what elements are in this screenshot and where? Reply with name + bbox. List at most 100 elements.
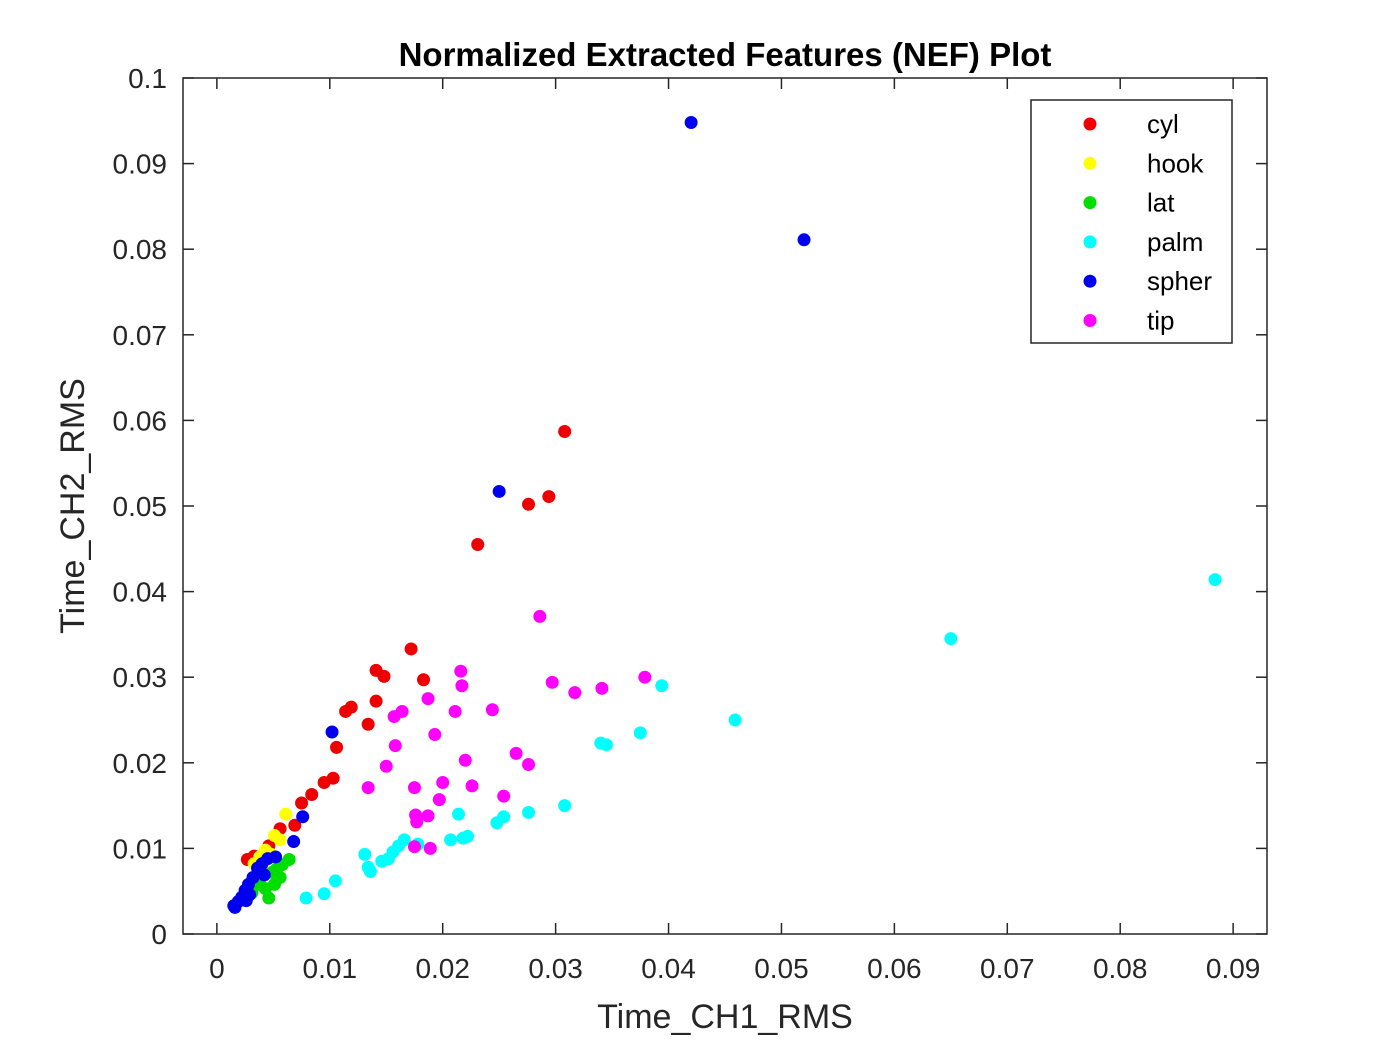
data-point-spher [287,835,301,849]
data-point-spher [296,810,310,824]
data-point-cyl [417,673,431,687]
legend-label-spher: spher [1147,266,1212,296]
data-point-tip [421,809,435,823]
data-point-spher [325,725,339,739]
data-point-cyl [330,740,344,754]
data-point-tip [428,728,442,742]
data-point-cyl [295,796,309,810]
data-point-palm [382,852,396,866]
data-point-spher [228,900,242,914]
data-point-cyl [339,704,353,718]
x-tick-label: 0.05 [754,953,809,984]
legend-marker-tip [1083,314,1097,327]
data-point-palm [1208,573,1222,587]
legend-label-tip: tip [1147,306,1174,336]
data-point-spher [257,868,271,882]
data-point-palm [558,799,572,813]
data-point-tip [545,675,559,689]
x-tick-label: 0 [209,953,225,984]
data-point-cyl [317,775,331,789]
data-point-palm [655,679,669,693]
data-point-tip [497,789,511,803]
data-points [227,116,1222,914]
y-tick-label: 0.07 [113,320,168,351]
legend-marker-cyl [1083,117,1097,131]
legend-marker-hook [1083,156,1097,170]
y-tick-label: 0.04 [113,577,168,608]
data-point-cyl [522,497,536,511]
data-point-tip [421,692,435,706]
data-point-spher [239,894,253,908]
legend-label-cyl: cyl [1147,109,1179,139]
x-tick-label: 0.08 [1093,953,1148,984]
data-point-palm [944,632,958,646]
y-tick-label: 0.1 [128,63,167,94]
axis-ticks: 0 0.01 0.02 0.03 0.04 0.05 0.06 0.07 0.08 0.09 0 0.… [113,63,1267,984]
data-point-tip [361,781,375,795]
y-tick-label: 0.03 [113,662,168,693]
data-point-palm [328,874,342,888]
data-point-cyl [369,694,383,708]
legend-marker-lat [1083,196,1097,210]
data-point-tip [379,759,393,773]
data-point-spher [492,484,506,498]
legend: cyl hook lat palm spher tip [1030,99,1233,344]
data-point-spher [684,116,698,130]
y-tick-label: 0 [151,919,167,950]
y-tick-label: 0.02 [113,748,168,779]
data-point-tip [595,681,609,695]
data-point-palm [728,713,742,727]
data-point-tip [410,815,424,829]
data-point-lat [273,871,287,885]
x-tick-label: 0.02 [415,953,470,984]
legend-label-palm: palm [1147,227,1203,257]
data-point-tip [509,746,523,760]
data-point-cyl [558,425,572,439]
data-point-cyl [471,538,485,552]
y-tick-label: 0.06 [113,405,168,436]
data-point-tip [454,664,468,678]
data-point-palm [444,833,458,847]
data-point-cyl [377,669,391,683]
x-tick-label: 0.06 [867,953,922,984]
data-point-tip [432,793,446,807]
legend-marker-spher [1083,274,1097,288]
data-point-lat [262,891,276,905]
data-point-tip [638,670,652,684]
data-point-cyl [542,490,556,504]
x-tick-label: 0.07 [980,953,1035,984]
data-point-palm [358,847,372,861]
legend-label-hook: hook [1147,148,1204,178]
data-point-palm [456,831,470,845]
data-point-tip [407,781,421,795]
data-point-palm [633,726,647,740]
data-point-cyl [361,717,375,731]
data-point-cyl [404,642,418,656]
x-tick-label: 0.01 [303,953,358,984]
data-point-tip [387,710,401,724]
data-point-palm [599,738,613,752]
data-point-palm [490,816,504,830]
data-point-tip [533,609,547,623]
data-point-tip [448,704,462,718]
data-point-cyl [288,818,302,832]
data-point-hook [279,807,293,821]
data-point-tip [423,841,437,855]
y-tick-label: 0.01 [113,833,168,864]
data-point-tip [522,758,536,772]
data-point-tip [458,753,472,767]
legend-marker-palm [1083,235,1097,249]
data-point-tip [455,679,469,693]
data-point-palm [363,865,377,879]
y-tick-label: 0.08 [113,234,168,265]
data-point-spher [797,233,811,247]
y-tick-label: 0.09 [113,149,168,180]
x-tick-label: 0.09 [1206,953,1261,984]
legend-box [1030,99,1233,344]
data-point-palm [452,807,466,821]
data-point-tip [465,779,479,793]
data-point-tip [388,739,402,753]
x-axis-label: Time_CH1_RMS [597,998,853,1036]
data-point-palm [522,805,536,819]
